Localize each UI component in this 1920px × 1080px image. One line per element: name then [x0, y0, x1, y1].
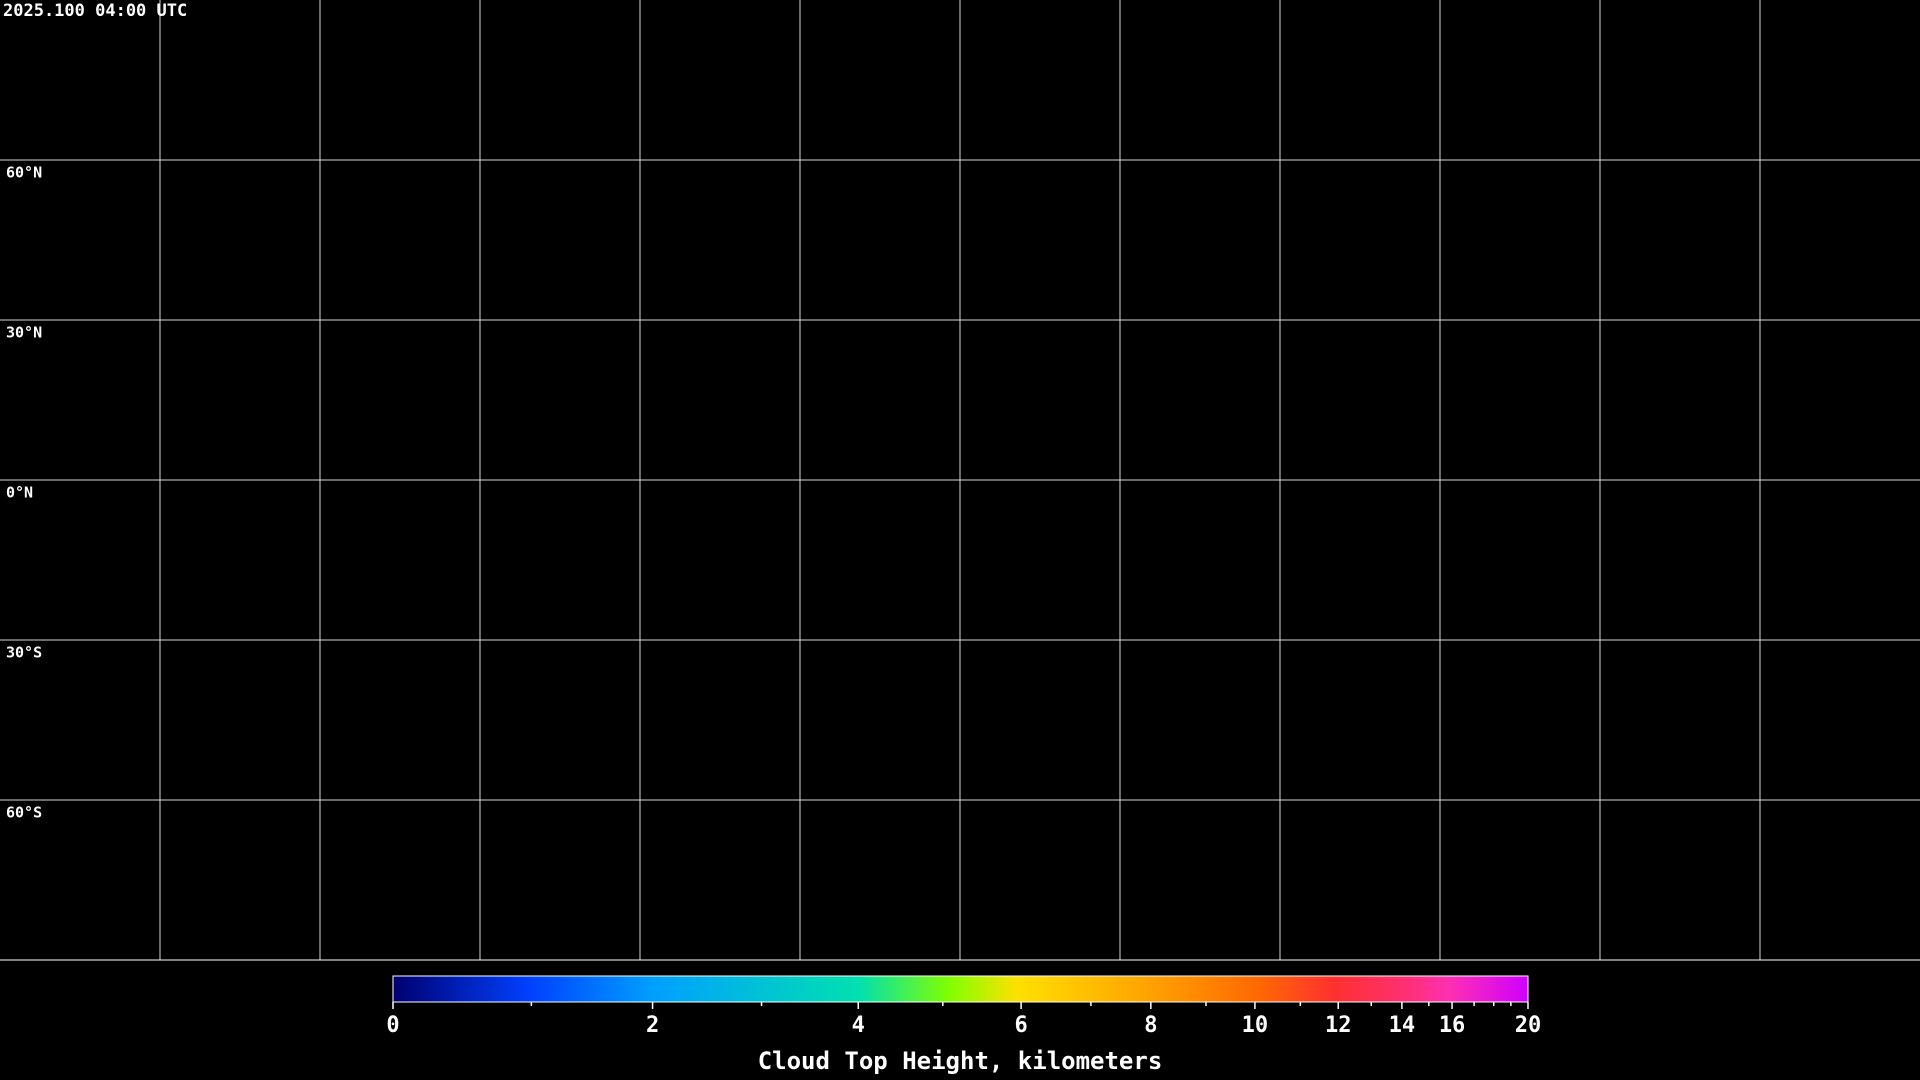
colorbar-tick-label: 6 [1014, 1013, 1027, 1038]
colorbar-tick-label: 0 [386, 1013, 399, 1038]
latitude-label: 60°N [6, 164, 42, 182]
colorbar-tick-label: 16 [1439, 1013, 1466, 1038]
colorbar-label: Cloud Top Height, kilometers [758, 1047, 1163, 1075]
colorbar-tick-label: 10 [1242, 1013, 1269, 1038]
latitude-label: 30°S [6, 644, 42, 662]
timestamp: 2025.100 04:00 UTC [3, 1, 187, 21]
colorbar [392, 975, 1529, 1003]
colorbar-axis: 0 2 4 6 8 10 12 14 16 20 [386, 1002, 1541, 1038]
colorbar-tick-label: 14 [1389, 1013, 1416, 1038]
colorbar-tick-label: 4 [852, 1013, 865, 1038]
colorbar-tick-label: 2 [646, 1013, 659, 1038]
latitude-label: 30°N [6, 324, 42, 342]
colorbar-tick-label: 20 [1515, 1013, 1542, 1038]
latitude-label: 0°N [6, 484, 33, 502]
colorbar-tick-label: 8 [1144, 1013, 1157, 1038]
latitude-label: 60°S [6, 804, 42, 822]
colorbar-tick-label: 12 [1325, 1013, 1352, 1038]
graticule: 60°N 30°N 0°N 30°S 60°S [0, 0, 1920, 960]
